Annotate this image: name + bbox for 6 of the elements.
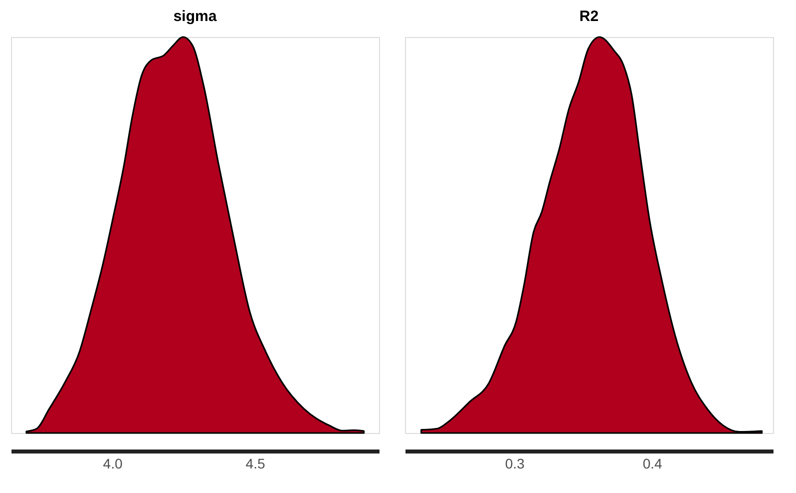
chart-title: sigma — [173, 8, 218, 26]
chart-title: R2 — [579, 8, 599, 26]
x-tick-label: 0.4 — [642, 456, 662, 472]
x-tick-label: 4.0 — [103, 456, 123, 472]
x-tick-label: 0.3 — [505, 456, 525, 472]
x-tick-label: 4.5 — [246, 456, 266, 472]
